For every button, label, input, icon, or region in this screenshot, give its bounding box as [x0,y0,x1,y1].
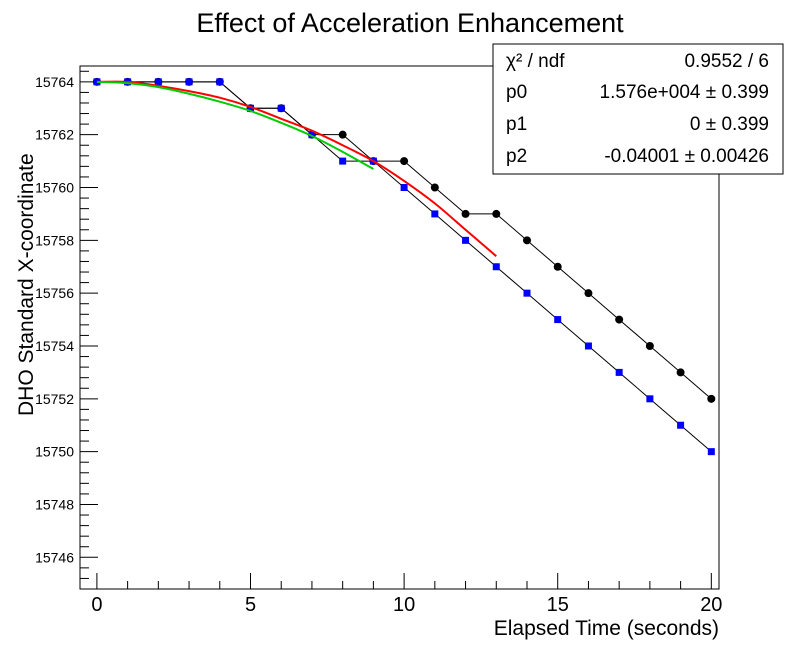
data-point [400,157,409,166]
y-tick-label: 15754 [35,338,74,354]
data-point [185,78,193,86]
data-point [615,315,624,324]
y-axis: 15746 15748 15750 15752 15754 15756 15758 15760… [35,70,98,590]
x-tick-label: 5 [245,594,256,616]
y-tick-label: 15752 [35,391,74,407]
data-point [554,316,562,324]
fit-curve-0 [96,80,497,257]
data-point [462,236,470,244]
data-point [492,209,501,218]
data-point [676,368,685,377]
data-point [707,394,716,403]
data-point [645,341,654,350]
stat-chi2-value: 0.9552 / 6 [684,51,769,72]
y-axis-title: DHO Standard X-coordinate [15,153,38,416]
data-point [553,262,562,271]
x-tick-label: 0 [91,594,102,616]
fit-curves [96,80,497,257]
stats-box-frame [492,43,784,175]
plot-frame [79,65,720,590]
x-axis-title: Elapsed Time (seconds) [494,617,719,640]
x-tick-label: 10 [393,594,415,616]
data-point [522,236,531,245]
x-axis: 0 5 10 15 20 [91,573,722,616]
data-point [277,104,285,112]
data-point [216,78,224,86]
x-tick-label: 15 [547,594,569,616]
stat-p2-label: p2 [506,146,527,167]
data-point [154,78,162,86]
y-tick-label: 15760 [35,180,74,196]
data-point [338,130,347,139]
y-tick-label: 15746 [35,549,74,565]
data-point [492,263,500,271]
data-point [339,157,347,165]
y-tick-label: 15758 [35,232,74,248]
stat-p1-label: p1 [506,114,527,135]
data-point [431,210,439,218]
y-tick-label: 15764 [35,74,74,90]
data-point [308,131,316,139]
fit-curve-1 [96,80,374,170]
data-point [430,183,439,192]
data-point [523,289,531,297]
y-tick-label: 15750 [35,444,74,460]
data-point [400,184,408,192]
data-point [584,342,592,350]
y-tick-label: 15756 [35,285,74,301]
data-point [615,368,623,376]
stats-box: χ² / ndf 0.9552 / 6 p0 1.576e+004 ± 0.39… [492,43,784,175]
data-point [677,421,685,429]
stat-p0-label: p0 [506,82,527,103]
y-tick-label: 15762 [35,127,74,143]
stat-chi2-label: χ² / ndf [506,51,565,72]
stat-p0-value: 1.576e+004 ± 0.399 [600,82,769,103]
data-point [646,395,654,403]
data-point [247,104,254,112]
stat-p1-value: 0 ± 0.399 [690,114,769,135]
y-tick-label: 15748 [35,496,74,512]
x-tick-label: 20 [700,594,722,616]
chart-title: Effect of Acceleration Enhancement [196,8,624,38]
data-point [461,209,470,218]
stat-p2-value: -0.04001 ± 0.00426 [604,146,769,167]
data-point [584,289,593,298]
data-point [707,448,715,456]
